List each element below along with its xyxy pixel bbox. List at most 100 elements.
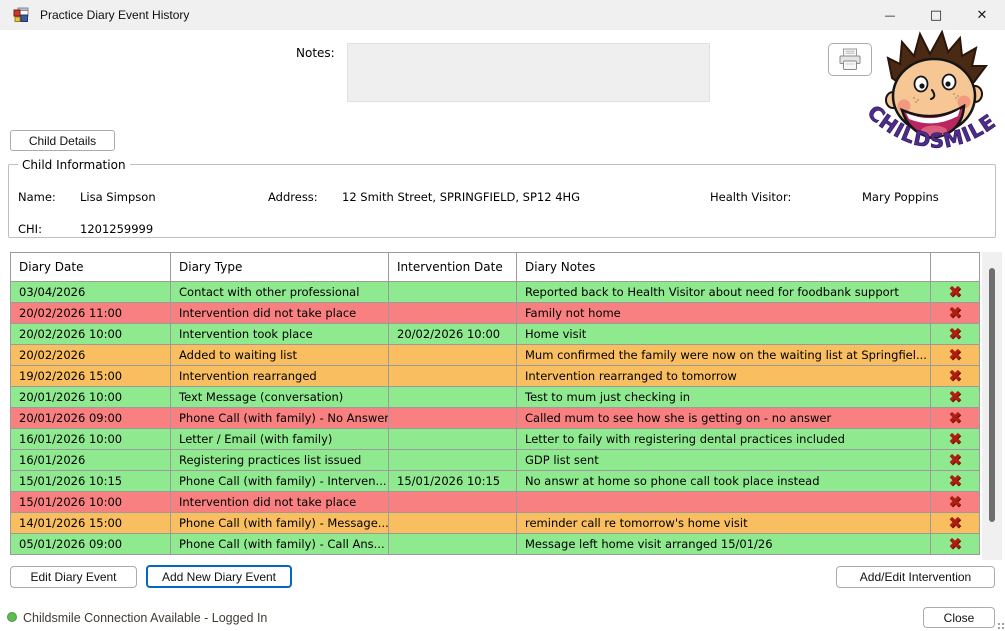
diary-type-cell[interactable]: Phone Call (with family) - Interven... [171, 471, 389, 492]
intervention-date-cell[interactable] [389, 366, 517, 387]
resize-grip[interactable] [996, 621, 1005, 630]
delete-cell[interactable]: ✖ [931, 471, 980, 492]
table-row[interactable]: 20/02/2026 Added to waiting list Mum con… [11, 345, 980, 366]
diary-date-cell[interactable]: 03/04/2026 [11, 282, 171, 303]
diary-date-cell[interactable]: 19/02/2026 15:00 [11, 366, 171, 387]
table-scrollbar[interactable] [982, 252, 1002, 560]
intervention-date-cell[interactable] [389, 345, 517, 366]
diary-date-cell[interactable]: 05/01/2026 09:00 [11, 534, 171, 555]
diary-type-cell[interactable]: Letter / Email (with family) [171, 429, 389, 450]
column-header-diary-type[interactable]: Diary Type [171, 253, 389, 282]
delete-icon[interactable]: ✖ [948, 368, 961, 384]
delete-cell[interactable]: ✖ [931, 366, 980, 387]
intervention-date-cell[interactable] [389, 387, 517, 408]
table-row[interactable]: 03/04/2026 Contact with other profession… [11, 282, 980, 303]
intervention-date-cell[interactable]: 15/01/2026 10:15 [389, 471, 517, 492]
table-row[interactable]: 15/01/2026 10:15 Phone Call (with family… [11, 471, 980, 492]
diary-notes-cell[interactable]: Family not home [517, 303, 931, 324]
diary-notes-cell[interactable]: Reported back to Health Visitor about ne… [517, 282, 931, 303]
delete-cell[interactable]: ✖ [931, 303, 980, 324]
diary-type-cell[interactable]: Phone Call (with family) - Call Ans... [171, 534, 389, 555]
table-row[interactable]: 20/01/2026 10:00 Text Message (conversat… [11, 387, 980, 408]
diary-date-cell[interactable]: 15/01/2026 10:15 [11, 471, 171, 492]
intervention-date-cell[interactable]: 20/02/2026 10:00 [389, 324, 517, 345]
diary-date-cell[interactable]: 14/01/2026 15:00 [11, 513, 171, 534]
diary-notes-cell[interactable]: Test to mum just checking in [517, 387, 931, 408]
delete-icon[interactable]: ✖ [948, 347, 961, 363]
diary-type-cell[interactable]: Intervention rearranged [171, 366, 389, 387]
diary-notes-cell[interactable]: Mum confirmed the family were now on the… [517, 345, 931, 366]
diary-date-cell[interactable]: 20/01/2026 10:00 [11, 387, 171, 408]
delete-icon[interactable]: ✖ [948, 431, 961, 447]
diary-type-cell[interactable]: Contact with other professional [171, 282, 389, 303]
delete-cell[interactable]: ✖ [931, 513, 980, 534]
add-new-diary-event-button[interactable]: Add New Diary Event [146, 565, 292, 588]
table-row[interactable]: 14/01/2026 15:00 Phone Call (with family… [11, 513, 980, 534]
diary-date-cell[interactable]: 20/02/2026 11:00 [11, 303, 171, 324]
diary-date-cell[interactable]: 15/01/2026 10:00 [11, 492, 171, 513]
intervention-date-cell[interactable] [389, 492, 517, 513]
table-row[interactable]: 05/01/2026 09:00 Phone Call (with family… [11, 534, 980, 555]
intervention-date-cell[interactable] [389, 282, 517, 303]
delete-icon[interactable]: ✖ [948, 473, 961, 489]
edit-diary-event-button[interactable]: Edit Diary Event [10, 566, 137, 588]
delete-icon[interactable]: ✖ [948, 305, 961, 321]
diary-notes-cell[interactable]: reminder call re tomorrow's home visit [517, 513, 931, 534]
column-header-diary-notes[interactable]: Diary Notes [517, 253, 931, 282]
diary-date-cell[interactable]: 16/01/2026 [11, 450, 171, 471]
child-details-button[interactable]: Child Details [10, 130, 115, 151]
delete-icon[interactable]: ✖ [948, 515, 961, 531]
diary-notes-cell[interactable] [517, 492, 931, 513]
table-row[interactable]: 20/02/2026 11:00 Intervention did not ta… [11, 303, 980, 324]
delete-icon[interactable]: ✖ [948, 326, 961, 342]
diary-type-cell[interactable]: Intervention did not take place [171, 492, 389, 513]
table-row[interactable]: 20/01/2026 09:00 Phone Call (with family… [11, 408, 980, 429]
column-header-diary-date[interactable]: Diary Date [11, 253, 171, 282]
diary-date-cell[interactable]: 16/01/2026 10:00 [11, 429, 171, 450]
add-edit-intervention-button[interactable]: Add/Edit Intervention [836, 566, 995, 588]
maximize-button[interactable]: □ [913, 0, 959, 30]
delete-cell[interactable]: ✖ [931, 534, 980, 555]
notes-input[interactable] [347, 43, 710, 102]
intervention-date-cell[interactable] [389, 450, 517, 471]
delete-cell[interactable]: ✖ [931, 324, 980, 345]
delete-icon[interactable]: ✖ [948, 536, 961, 552]
column-header-intervention-date[interactable]: Intervention Date [389, 253, 517, 282]
table-row[interactable]: 15/01/2026 10:00 Intervention did not ta… [11, 492, 980, 513]
table-row[interactable]: 16/01/2026 Registering practices list is… [11, 450, 980, 471]
delete-icon[interactable]: ✖ [948, 284, 961, 300]
delete-icon[interactable]: ✖ [948, 452, 961, 468]
diary-date-cell[interactable]: 20/01/2026 09:00 [11, 408, 171, 429]
table-row[interactable]: 20/02/2026 10:00 Intervention took place… [11, 324, 980, 345]
diary-type-cell[interactable]: Intervention did not take place [171, 303, 389, 324]
intervention-date-cell[interactable] [389, 429, 517, 450]
diary-notes-cell[interactable]: Called mum to see how she is getting on … [517, 408, 931, 429]
diary-type-cell[interactable]: Phone Call (with family) - No Answer [171, 408, 389, 429]
minimize-button[interactable]: — [867, 0, 913, 30]
close-button[interactable]: Close [923, 607, 995, 628]
table-row[interactable]: 19/02/2026 15:00 Intervention rearranged… [11, 366, 980, 387]
diary-type-cell[interactable]: Registering practices list issued [171, 450, 389, 471]
diary-notes-cell[interactable]: No answr at home so phone call took plac… [517, 471, 931, 492]
delete-cell[interactable]: ✖ [931, 345, 980, 366]
delete-icon[interactable]: ✖ [948, 410, 961, 426]
table-scrollbar-thumb[interactable] [989, 268, 995, 522]
diary-notes-cell[interactable]: Letter to faily with registering dental … [517, 429, 931, 450]
delete-icon[interactable]: ✖ [948, 494, 961, 510]
delete-cell[interactable]: ✖ [931, 387, 980, 408]
delete-cell[interactable]: ✖ [931, 408, 980, 429]
diary-type-cell[interactable]: Phone Call (with family) - Message... [171, 513, 389, 534]
diary-date-cell[interactable]: 20/02/2026 [11, 345, 171, 366]
intervention-date-cell[interactable] [389, 408, 517, 429]
diary-date-cell[interactable]: 20/02/2026 10:00 [11, 324, 171, 345]
diary-notes-cell[interactable]: Home visit [517, 324, 931, 345]
delete-icon[interactable]: ✖ [948, 389, 961, 405]
intervention-date-cell[interactable] [389, 303, 517, 324]
table-row[interactable]: 16/01/2026 10:00 Letter / Email (with fa… [11, 429, 980, 450]
diary-notes-cell[interactable]: Message left home visit arranged 15/01/2… [517, 534, 931, 555]
delete-cell[interactable]: ✖ [931, 450, 980, 471]
intervention-date-cell[interactable] [389, 534, 517, 555]
delete-cell[interactable]: ✖ [931, 429, 980, 450]
diary-notes-cell[interactable]: GDP list sent [517, 450, 931, 471]
delete-cell[interactable]: ✖ [931, 492, 980, 513]
